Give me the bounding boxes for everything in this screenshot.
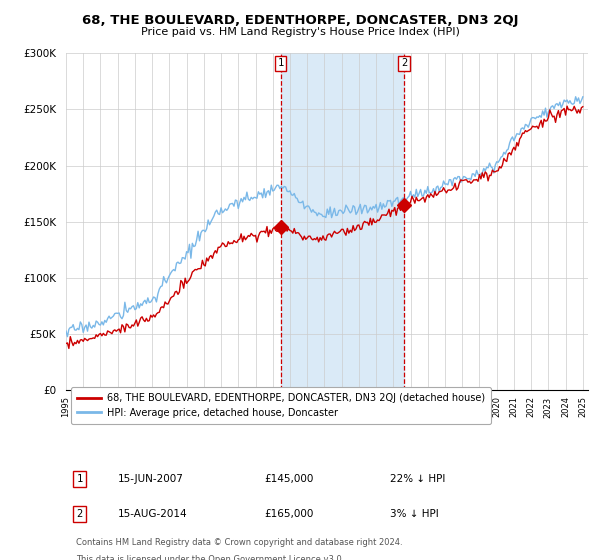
Text: Contains HM Land Registry data © Crown copyright and database right 2024.: Contains HM Land Registry data © Crown c… bbox=[76, 538, 403, 547]
Text: 1: 1 bbox=[76, 474, 83, 484]
Bar bbox=[281, 53, 404, 390]
Text: 3% ↓ HPI: 3% ↓ HPI bbox=[389, 509, 439, 519]
Text: Price paid vs. HM Land Registry's House Price Index (HPI): Price paid vs. HM Land Registry's House … bbox=[140, 27, 460, 37]
Text: 68, THE BOULEVARD, EDENTHORPE, DONCASTER, DN3 2QJ: 68, THE BOULEVARD, EDENTHORPE, DONCASTER… bbox=[82, 14, 518, 27]
Text: £165,000: £165,000 bbox=[265, 509, 314, 519]
Legend: 68, THE BOULEVARD, EDENTHORPE, DONCASTER, DN3 2QJ (detached house), HPI: Average: 68, THE BOULEVARD, EDENTHORPE, DONCASTER… bbox=[71, 387, 491, 424]
Text: 1: 1 bbox=[278, 58, 284, 68]
Text: 22% ↓ HPI: 22% ↓ HPI bbox=[389, 474, 445, 484]
Text: 2: 2 bbox=[401, 58, 407, 68]
Text: This data is licensed under the Open Government Licence v3.0.: This data is licensed under the Open Gov… bbox=[76, 555, 345, 560]
Text: £145,000: £145,000 bbox=[265, 474, 314, 484]
Text: 15-JUN-2007: 15-JUN-2007 bbox=[118, 474, 184, 484]
Text: 2: 2 bbox=[76, 509, 83, 519]
Text: 15-AUG-2014: 15-AUG-2014 bbox=[118, 509, 188, 519]
